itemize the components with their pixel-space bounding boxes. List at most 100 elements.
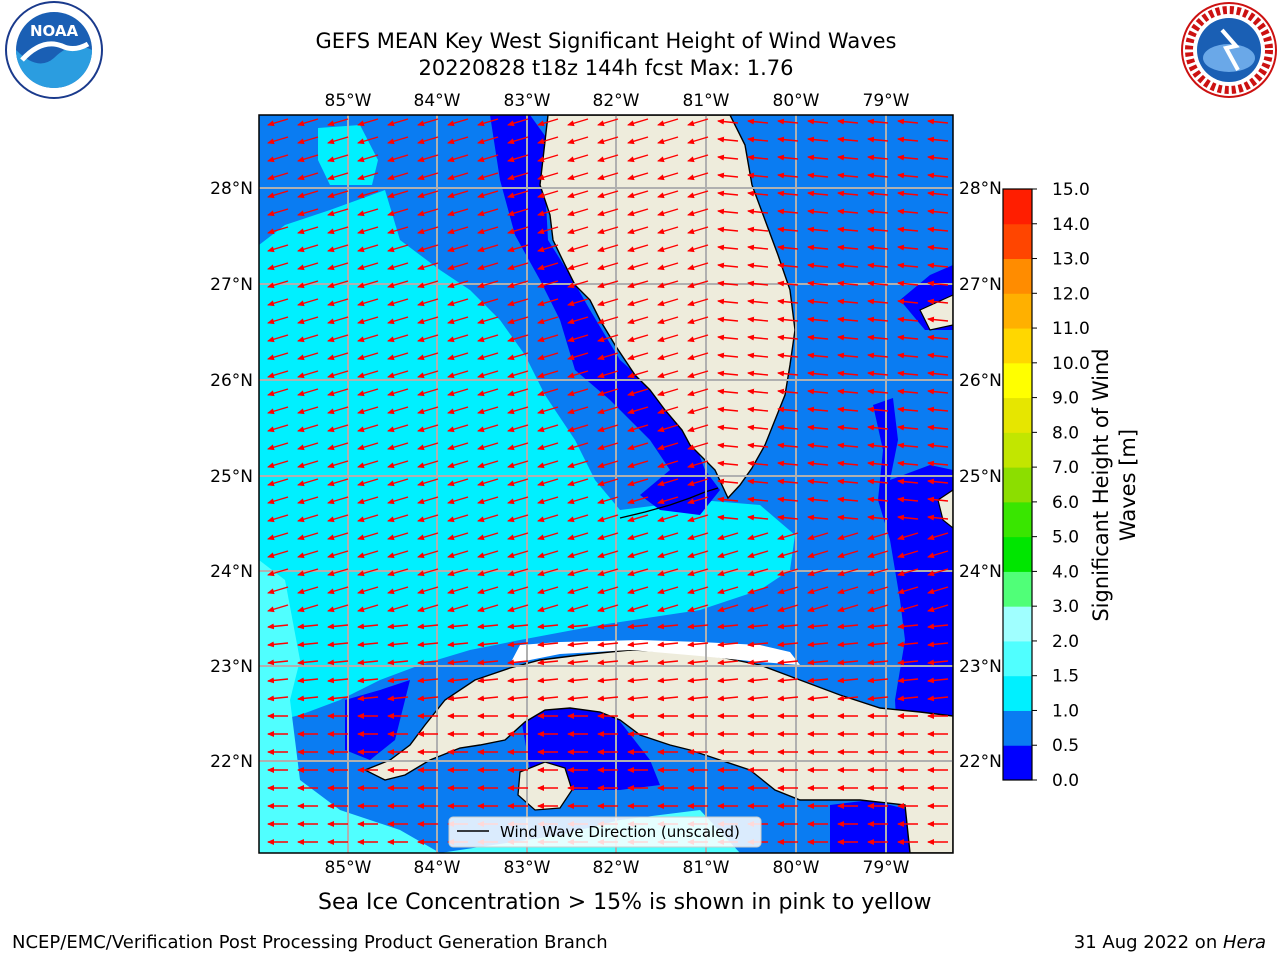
- wave-direction-arrow: [357, 244, 379, 253]
- wave-direction-arrow: [687, 334, 709, 343]
- wave-direction-arrow: [897, 370, 919, 377]
- wave-direction-arrow: [417, 136, 439, 145]
- wave-direction-arrow: [267, 298, 289, 307]
- wave-direction-arrow: [747, 460, 769, 467]
- wave-direction-arrow: [777, 586, 799, 595]
- wave-direction-arrow: [477, 677, 499, 684]
- wave-direction-arrow: [747, 424, 769, 431]
- wave-direction-arrow: [867, 442, 889, 449]
- wave-direction-arrow: [357, 154, 379, 163]
- wave-direction-arrow: [567, 659, 589, 666]
- colorbar-segment: [1003, 432, 1032, 468]
- wave-direction-arrow: [687, 316, 709, 325]
- wave-direction-arrow: [717, 118, 739, 125]
- wave-direction-arrow: [927, 190, 949, 197]
- wave-direction-arrow: [807, 677, 829, 684]
- wave-direction-arrow: [267, 406, 289, 415]
- wave-direction-arrow: [327, 532, 349, 541]
- wave-direction-arrow: [537, 352, 559, 361]
- wave-direction-arrow: [477, 568, 499, 577]
- wave-direction-arrow: [507, 280, 529, 289]
- wave-direction-arrow: [597, 352, 619, 361]
- wave-direction-arrow: [267, 136, 289, 145]
- wave-direction-arrow: [297, 550, 319, 559]
- wave-direction-arrow: [537, 388, 559, 397]
- wave-direction-arrow: [897, 514, 919, 521]
- wave-direction-arrow: [327, 604, 349, 613]
- wave-direction-arrow: [897, 568, 919, 577]
- wave-direction-arrow: [657, 695, 679, 702]
- wave-direction-arrow: [537, 370, 559, 379]
- wave-direction-arrow: [927, 226, 949, 233]
- wave-direction-arrow: [567, 154, 589, 163]
- wave-direction-arrow: [687, 352, 709, 361]
- wave-direction-arrow: [807, 478, 829, 485]
- lat-tick-label-left: 25°N: [210, 467, 253, 487]
- nws-logo: [1181, 2, 1277, 98]
- wave-direction-arrow: [297, 442, 319, 451]
- wave-direction-arrow: [777, 641, 799, 648]
- wave-direction-arrow: [387, 532, 409, 541]
- wave-direction-arrow: [417, 298, 439, 307]
- wave-direction-arrow: [327, 280, 349, 289]
- wave-direction-arrow: [537, 226, 559, 235]
- wave-direction-arrow: [897, 172, 919, 179]
- wave-direction-arrow: [597, 695, 619, 702]
- wave-direction-arrow: [537, 406, 559, 415]
- wave-direction-arrow: [657, 406, 679, 415]
- wave-direction-arrow: [297, 641, 319, 648]
- wave-direction-arrow: [747, 442, 769, 449]
- wave-direction-arrow: [747, 406, 769, 413]
- wave-direction-arrow: [927, 118, 949, 125]
- wave-direction-arrow: [297, 298, 319, 307]
- wave-direction-arrow: [927, 532, 949, 541]
- wave-direction-arrow: [927, 244, 949, 251]
- wave-direction-arrow: [597, 478, 619, 487]
- noaa-logo: NOAA: [5, 1, 103, 99]
- wave-direction-arrow: [837, 352, 859, 359]
- date-stamp: 31 Aug 2022 on Hera: [1074, 932, 1266, 953]
- colorbar-tick-label: 12.0: [1052, 284, 1090, 304]
- wave-direction-arrow: [807, 370, 829, 377]
- wave-direction-arrow: [567, 208, 589, 217]
- wave-direction-arrow: [927, 136, 949, 143]
- wave-direction-arrow: [717, 136, 739, 143]
- wave-direction-arrow: [687, 550, 709, 559]
- wave-direction-arrow: [927, 623, 949, 630]
- wave-direction-arrow: [327, 136, 349, 145]
- wave-direction-arrow: [807, 532, 829, 541]
- lon-tick-label-bottom: 83°W: [504, 858, 551, 878]
- wave-direction-arrow: [657, 659, 679, 666]
- wave-direction-arrow: [597, 226, 619, 235]
- wave-direction-arrow: [267, 172, 289, 181]
- wave-direction-arrow: [537, 550, 559, 559]
- wave-direction-arrow: [417, 442, 439, 451]
- wave-direction-arrow: [357, 586, 379, 595]
- lat-tick-label-right: 28°N: [959, 179, 1002, 199]
- wave-direction-arrow: [807, 586, 829, 595]
- wave-direction-arrow: [327, 568, 349, 577]
- chart-title: GEFS MEAN Key West Significant Height of…: [315, 29, 897, 53]
- wave-direction-arrow: [387, 623, 409, 630]
- wave-direction-arrow: [417, 190, 439, 199]
- wave-direction-arrow: [327, 460, 349, 469]
- wave-direction-arrow: [717, 514, 739, 521]
- wave-direction-arrow: [387, 334, 409, 343]
- wave-direction-arrow: [867, 568, 889, 577]
- wave-direction-arrow: [687, 659, 709, 666]
- wave-direction-arrow: [927, 172, 949, 179]
- wave-direction-arrow: [387, 568, 409, 577]
- wave-direction-arrow: [387, 406, 409, 415]
- wave-direction-arrow: [837, 118, 859, 125]
- wave-direction-arrow: [387, 496, 409, 505]
- wave-direction-arrow: [897, 496, 919, 503]
- wave-direction-arrow: [267, 208, 289, 217]
- wave-direction-arrow: [297, 604, 319, 613]
- wave-direction-arrow: [357, 388, 379, 397]
- colorbar-tick-label: 10.0: [1052, 354, 1090, 374]
- wave-direction-arrow: [327, 641, 349, 648]
- lat-tick-label-left: 28°N: [210, 179, 253, 199]
- wave-direction-arrow: [897, 136, 919, 143]
- wave-direction-arrow: [837, 677, 859, 684]
- wave-direction-arrow: [507, 659, 529, 666]
